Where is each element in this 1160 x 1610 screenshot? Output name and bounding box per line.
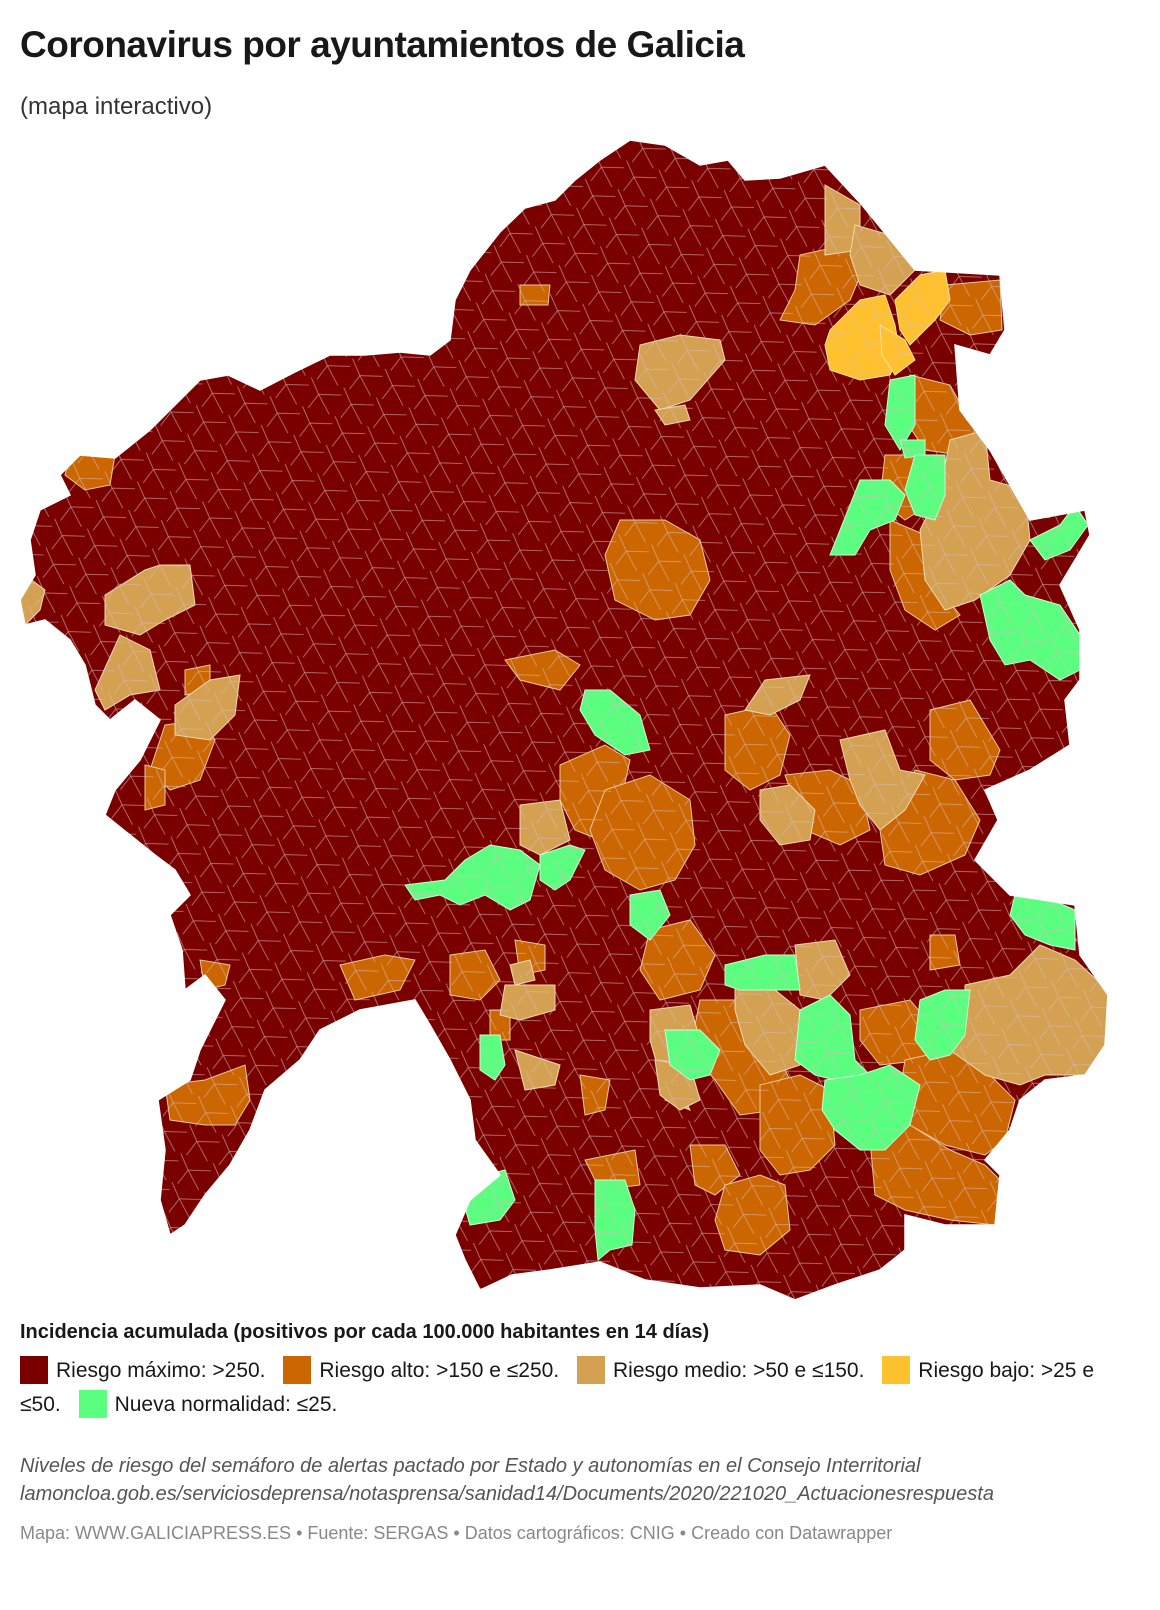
footer-credits: Mapa: WWW.GALICIAPRESS.ES • Fuente: SERG…: [20, 1523, 893, 1543]
legend-swatch: [882, 1356, 911, 1384]
notes: Niveles de riesgo del semáforo de alerta…: [20, 1452, 1140, 1508]
map-container[interactable]: [0, 130, 1160, 1320]
legend-swatch: [78, 1390, 107, 1418]
legend-item-nueva-normalidad[interactable]: Nueva normalidad: ≤25.: [78, 1390, 338, 1418]
legend-label: Riesgo bajo: >25 e ≤50.: [20, 1359, 1094, 1416]
notes-line-1: Niveles de riesgo del semáforo de alerta…: [20, 1455, 921, 1477]
chart-subtitle: (mapa interactivo): [20, 93, 213, 120]
legend: Incidencia acumulada (positivos por cada…: [20, 1318, 1140, 1422]
legend-label: Riesgo medio: >50 e ≤150.: [613, 1359, 865, 1382]
legend-swatch: [20, 1356, 48, 1384]
legend-items: Riesgo máximo: >250. Riesgo alto: >150 e…: [20, 1354, 1140, 1422]
legend-item-riesgo-alto[interactable]: Riesgo alto: >150 e ≤250.: [283, 1356, 560, 1384]
map-regions: [20, 140, 1108, 1300]
legend-swatch: [577, 1356, 605, 1384]
legend-item-riesgo-medio[interactable]: Riesgo medio: >50 e ≤150.: [577, 1356, 865, 1384]
notes-source-link[interactable]: lamoncloa.gob.es/serviciosdeprensa/notas…: [20, 1483, 994, 1505]
legend-item-riesgo-maximo[interactable]: Riesgo máximo: >250.: [20, 1356, 266, 1384]
legend-label: Riesgo máximo: >250.: [56, 1359, 266, 1382]
legend-title: Incidencia acumulada (positivos por cada…: [20, 1321, 710, 1343]
galicia-map[interactable]: [0, 130, 1160, 1320]
municipality-borders: [20, 140, 1108, 1300]
legend-swatch: [283, 1356, 312, 1384]
legend-item-riesgo-bajo[interactable]: Riesgo bajo: >25 e ≤50.: [20, 1356, 1094, 1416]
legend-label: Nueva normalidad: ≤25.: [114, 1393, 338, 1416]
legend-label: Riesgo alto: >150 e ≤250.: [319, 1359, 560, 1382]
chart-title: Coronavirus por ayuntamientos de Galicia: [20, 24, 745, 65]
header: Coronavirus por ayuntamientos de Galicia…: [20, 22, 1140, 122]
